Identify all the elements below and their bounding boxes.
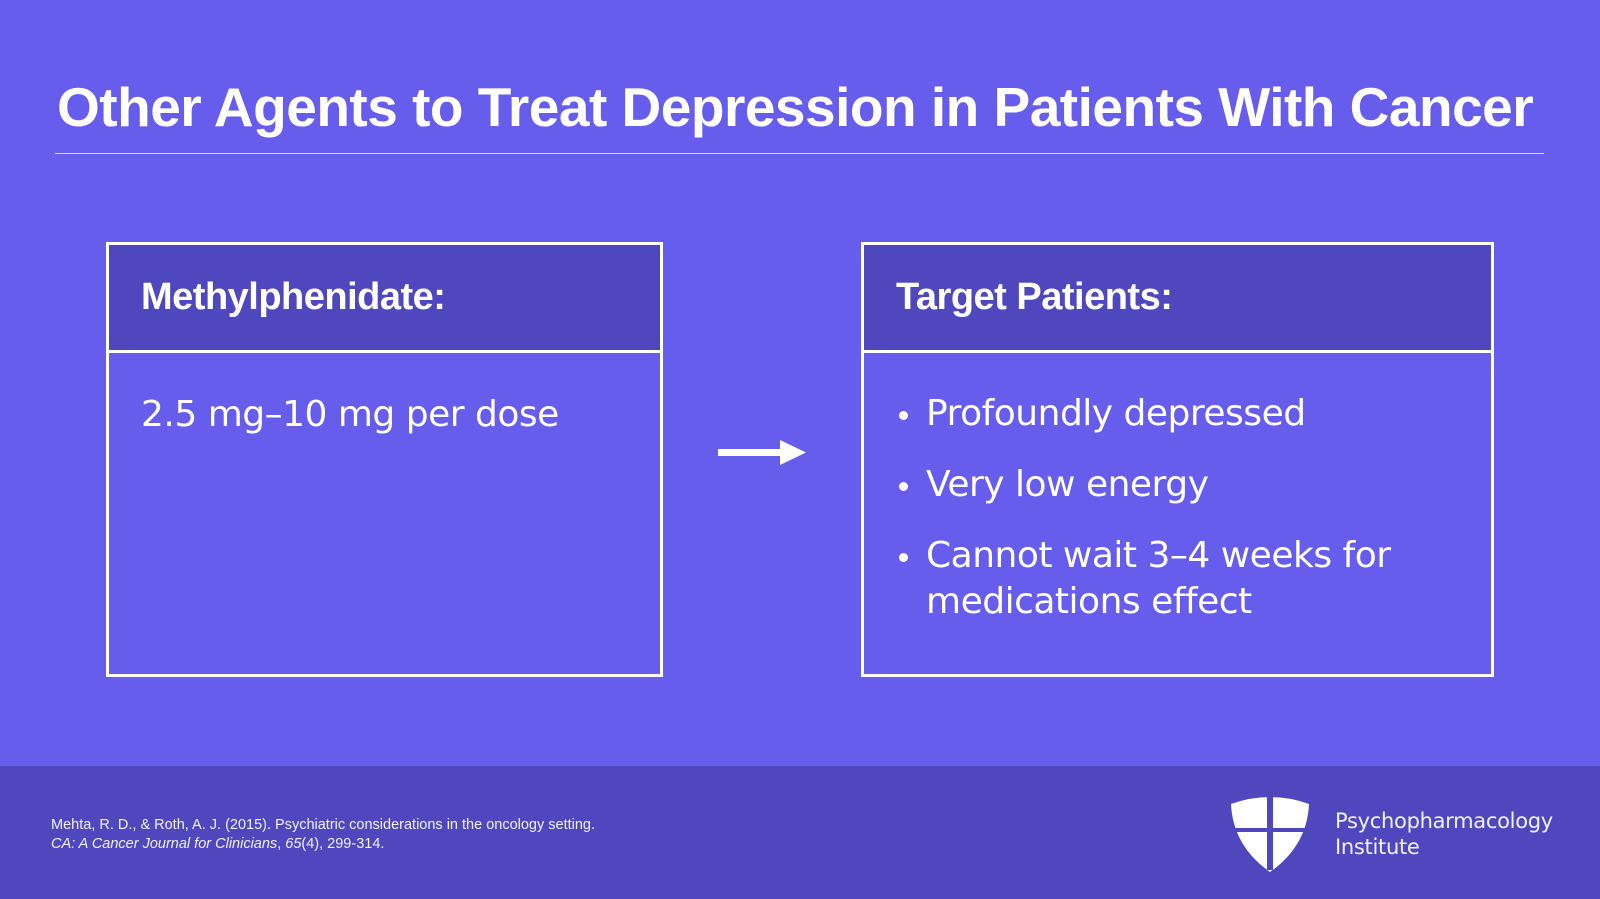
card-body: 2.5 mg–10 mg per dose — [109, 353, 660, 439]
list-item: Cannot wait 3–4 weeks for medications ef… — [896, 533, 1406, 625]
slide-title: Other Agents to Treat Depression in Pati… — [57, 76, 1534, 138]
logo-line-2: Institute — [1335, 835, 1420, 859]
card-header: Target Patients: — [864, 245, 1491, 353]
card-header: Methylphenidate: — [109, 245, 660, 353]
dose-text: 2.5 mg–10 mg per dose — [141, 394, 559, 435]
methylphenidate-card: Methylphenidate: 2.5 mg–10 mg per dose — [106, 242, 663, 677]
shield-cross-icon — [1231, 796, 1309, 872]
citation-separator: , — [277, 836, 286, 852]
citation-journal: CA: A Cancer Journal for Clinicians — [51, 836, 278, 852]
citation-pages: (4), 299-314. — [301, 836, 385, 852]
right-arrow-icon — [718, 440, 806, 465]
logo-line-1: Psychopharmacology — [1335, 809, 1553, 833]
target-patients-list: Profoundly depressed Very low energy Can… — [896, 391, 1459, 625]
footer: Mehta, R. D., & Roth, A. J. (2015). Psyc… — [0, 766, 1600, 899]
card-body: Profoundly depressed Very low energy Can… — [864, 353, 1491, 625]
list-item: Very low energy — [896, 462, 1459, 508]
list-item: Profoundly depressed — [896, 391, 1459, 437]
card-heading: Methylphenidate: — [141, 276, 446, 318]
citation: Mehta, R. D., & Roth, A. J. (2015). Psyc… — [51, 816, 611, 854]
citation-volume: 65 — [285, 836, 302, 852]
target-patients-card: Target Patients: Profoundly depressed Ve… — [861, 242, 1494, 677]
title-divider — [55, 153, 1544, 154]
logo-text: Psychopharmacology Institute — [1335, 808, 1553, 860]
card-heading: Target Patients: — [896, 276, 1173, 318]
citation-authors: Mehta, R. D., & Roth, A. J. (2015). Psyc… — [51, 817, 596, 833]
